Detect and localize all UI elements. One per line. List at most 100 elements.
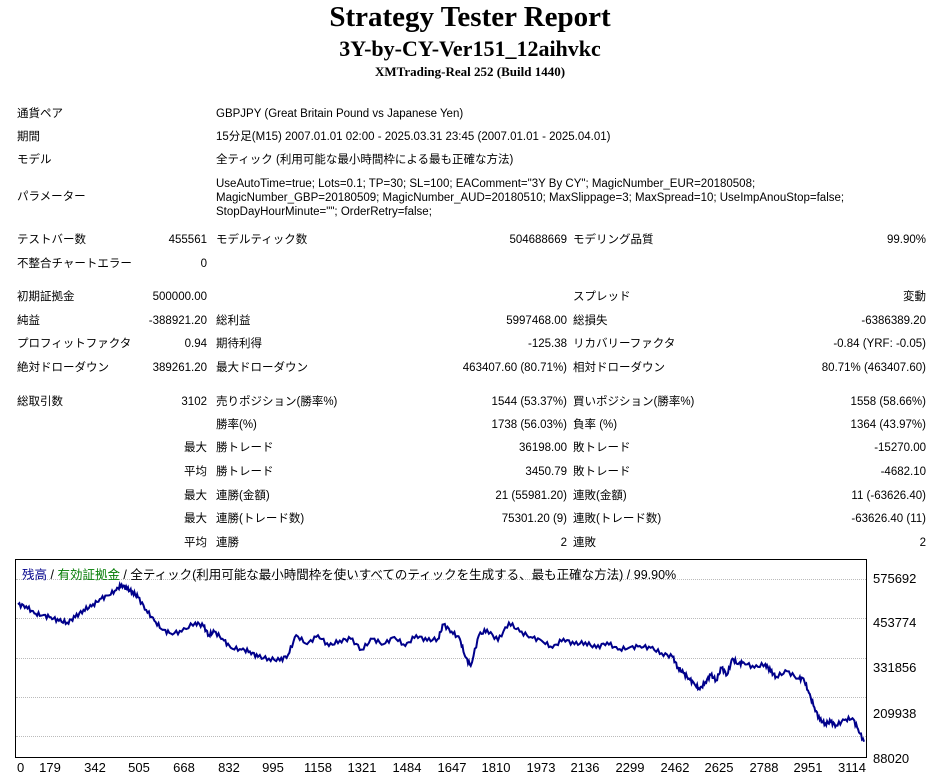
cons-losses-value: 11 (-63626.40) — [851, 490, 926, 502]
legend-separator: / — [119, 568, 131, 582]
x-tick-label: 2625 — [704, 760, 734, 775]
max-prefix: 最大 — [184, 442, 207, 454]
win-rate-label: 勝率(%) — [216, 419, 257, 431]
expected-value: -125.38 — [527, 338, 567, 350]
cons-losses-label: 連敗(金額) — [573, 490, 627, 502]
balance-line — [17, 580, 865, 743]
spread-value: 変動 — [903, 291, 926, 303]
gross-profit-value: 5997468.00 — [506, 315, 567, 327]
model-value: 全ティック (利用可能な最小時間枠による最も正確な方法) — [216, 154, 514, 166]
avg-loss-value: -4682.10 — [880, 466, 926, 478]
gross-loss-value: -6386389.20 — [861, 315, 926, 327]
params-line-1: UseAutoTime=true; Lots=0.1; TP=30; SL=10… — [216, 178, 756, 190]
avg-win-label: 勝トレード — [216, 466, 274, 478]
x-tick-label: 2136 — [570, 760, 600, 775]
y-tick-label: 331856 — [873, 660, 917, 675]
report-title: Strategy Tester Report — [329, 1, 611, 33]
quality-value: 99.90% — [886, 234, 926, 246]
largest-win-value: 36198.00 — [519, 442, 567, 454]
short-value: 1544 (53.37%) — [491, 396, 567, 408]
y-tick-label: 88020 — [873, 751, 910, 766]
params-label: パラメーター — [17, 191, 86, 203]
y-tick-label: 575692 — [873, 571, 917, 586]
x-tick-label: 1810 — [481, 760, 511, 775]
net-value: -388921.20 — [148, 315, 207, 327]
y-tick-label: 209938 — [873, 706, 917, 721]
x-tick-label: 1158 — [304, 760, 332, 775]
net-label: 純益 — [17, 315, 40, 327]
abs-dd-value: 389261.20 — [152, 362, 207, 374]
x-tick-label: 505 — [128, 760, 150, 775]
x-tick-label: 2299 — [615, 760, 645, 775]
avg-prefix: 平均 — [184, 466, 207, 478]
x-tick-label: 2462 — [660, 760, 690, 775]
chart-legend: 残高 / 有効証拠金 / 全ティック(利用可能な最小時間枠を使いすべてのティック… — [22, 564, 676, 583]
ticks-value: 504688669 — [509, 234, 567, 246]
recovery-label: リカバリーファクタ — [573, 338, 676, 350]
gross-profit-label: 総利益 — [216, 315, 251, 327]
avg-cons-losses-label: 連敗 — [573, 537, 596, 549]
legend-equity: 有効証拠金 — [57, 568, 120, 582]
bars-value: 455561 — [168, 234, 207, 246]
avg-win-value: 3450.79 — [525, 466, 567, 478]
legend-separator: / — [623, 568, 634, 582]
x-tick-label: 832 — [218, 760, 240, 775]
gridline — [16, 736, 866, 737]
rel-dd-label: 相対ドローダウン — [573, 362, 665, 374]
gridline — [16, 579, 866, 580]
total-trades-value: 3102 — [181, 396, 207, 408]
x-tick-label: 2788 — [749, 760, 779, 775]
avg-prefix: 平均 — [184, 537, 207, 549]
x-tick-label: 995 — [262, 760, 284, 775]
cons-loss-label: 連敗(トレード数) — [573, 513, 662, 525]
abs-dd-label: 絶対ドローダウン — [17, 362, 109, 374]
ticks-label: モデルティック数 — [216, 234, 308, 246]
period-value: 15分足(M15) 2007.01.01 02:00 - 2025.03.31 … — [216, 131, 611, 143]
largest-loss-value: -15270.00 — [874, 442, 926, 454]
cons-loss-value: -63626.40 (11) — [851, 513, 926, 525]
x-tick-label: 1484 — [392, 760, 422, 775]
bars-label: テストバー数 — [17, 234, 86, 246]
gross-loss-label: 総損失 — [573, 315, 608, 327]
cons-wins-label: 連勝(金額) — [216, 490, 270, 502]
max-dd-value: 463407.60 (80.71%) — [462, 362, 567, 374]
params-line-2: MagicNumber_GBP=20180509; MagicNumber_AU… — [216, 192, 845, 204]
avg-loss-label: 敗トレード — [573, 466, 631, 478]
legend-model: 全ティック(利用可能な最小時間枠を使いすべてのティックを生成する、最も正確な方法… — [130, 568, 624, 582]
total-trades-label: 総取引数 — [17, 396, 63, 408]
errors-label: 不整合チャートエラー — [17, 258, 132, 270]
deposit-label: 初期証拠金 — [17, 291, 75, 303]
x-tick-label: 342 — [84, 760, 106, 775]
cons-profit-label: 連勝(トレード数) — [216, 513, 305, 525]
gridline — [16, 618, 866, 619]
short-label: 売りポジション(勝率%) — [216, 396, 338, 408]
legend-separator: / — [47, 568, 58, 582]
pf-value: 0.94 — [184, 338, 207, 350]
avg-cons-wins-label: 連勝 — [216, 537, 239, 549]
server-info: XMTrading-Real 252 (Build 1440) — [374, 64, 566, 79]
long-label: 買いポジション(勝率%) — [573, 396, 695, 408]
largest-win-label: 勝トレード — [216, 442, 274, 454]
quality-label: モデリング品質 — [573, 234, 654, 246]
largest-loss-label: 敗トレード — [573, 442, 631, 454]
long-value: 1558 (58.66%) — [850, 396, 926, 408]
x-tick-label: 179 — [39, 760, 61, 775]
period-label: 期間 — [17, 131, 40, 143]
model-label: モデル — [17, 154, 52, 166]
expected-label: 期待利得 — [216, 338, 262, 350]
x-tick-label: 1321 — [347, 760, 377, 775]
y-tick-label: 453774 — [873, 615, 917, 630]
errors-value: 0 — [200, 258, 207, 270]
rel-dd-value: 80.71% (463407.60) — [821, 362, 926, 374]
x-tick-label: 0 — [17, 760, 25, 775]
loss-rate-label: 負率 (%) — [573, 419, 618, 431]
deposit-value: 500000.00 — [152, 291, 207, 303]
cons-wins-value: 21 (55981.20) — [495, 490, 567, 502]
cons-profit-value: 75301.20 (9) — [501, 513, 567, 525]
symbol-value: GBPJPY (Great Britain Pound vs Japanese … — [216, 108, 464, 120]
recovery-value: -0.84 (YRF: -0.05) — [833, 338, 926, 350]
pf-label: プロフィットファクタ — [17, 338, 132, 350]
x-tick-label: 668 — [173, 760, 195, 775]
gridline — [16, 697, 866, 698]
ea-name: 3Y-by-CY-Ver151_12aihvkc — [339, 36, 601, 61]
